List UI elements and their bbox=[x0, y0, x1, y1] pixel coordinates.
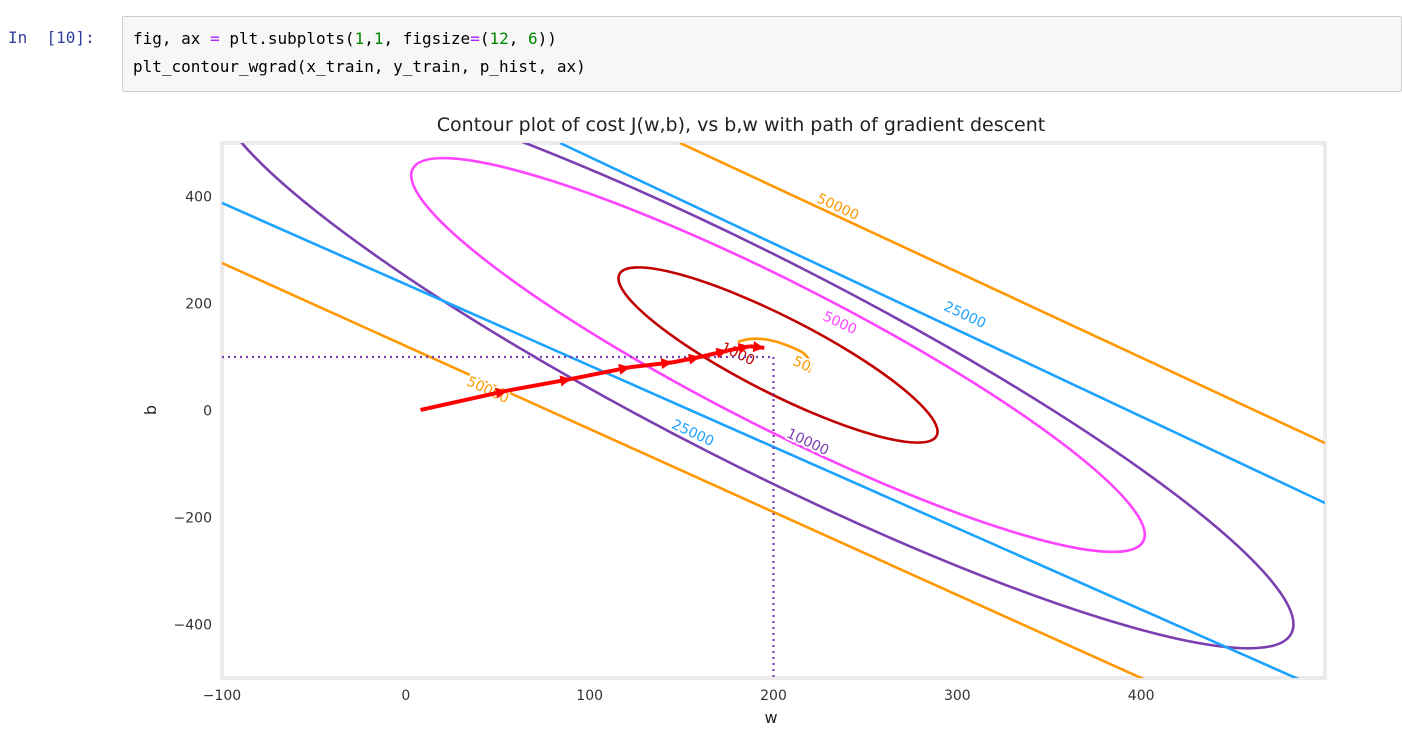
y-tick-label: 400 bbox=[185, 190, 212, 206]
contour-50000 bbox=[679, 143, 1325, 445]
code-operator: = bbox=[470, 29, 480, 48]
plot-area bbox=[220, 141, 1327, 680]
code-token: plt.subplots( bbox=[219, 29, 355, 48]
code-operator: = bbox=[210, 29, 220, 48]
y-tick-label: 0 bbox=[203, 404, 212, 420]
x-tick-label: 0 bbox=[401, 688, 410, 704]
code-token: )) bbox=[537, 29, 557, 48]
gradient-arrowhead bbox=[559, 375, 572, 387]
chart-title: Contour plot of cost J(w,b), vs b,w with… bbox=[437, 114, 1045, 136]
code-input-area[interactable]: fig, ax = plt.subplots(1,1, figsize=(12,… bbox=[122, 16, 1402, 92]
x-tick-label: 200 bbox=[760, 688, 787, 704]
x-tick-label: −100 bbox=[203, 688, 241, 704]
x-tick-labels: −100 0 100 200 300 400 bbox=[203, 688, 1155, 704]
gradient-arrowhead bbox=[737, 342, 750, 354]
x-tick-label: 100 bbox=[576, 688, 603, 704]
gradient-arrowhead bbox=[618, 363, 631, 375]
contour-1000 bbox=[617, 266, 939, 444]
x-tick-label: 300 bbox=[944, 688, 971, 704]
gradient-arrowhead bbox=[752, 341, 765, 353]
gradient-arrowhead bbox=[715, 347, 728, 359]
contour-25000 bbox=[222, 201, 1300, 678]
gradient-arrowhead bbox=[495, 387, 507, 399]
code-token: fig, ax bbox=[133, 29, 211, 48]
gradient-arrowhead bbox=[660, 358, 673, 370]
y-tick-label: −400 bbox=[174, 618, 212, 634]
x-tick-label: 400 bbox=[1128, 688, 1155, 704]
contour-lines bbox=[222, 143, 1325, 678]
code-line-2: plt_contour_wgrad(x_train, y_train, p_hi… bbox=[133, 57, 586, 76]
contour-5000 bbox=[409, 156, 1147, 554]
code-number: 12 bbox=[489, 29, 509, 48]
contour-25000 bbox=[559, 143, 1325, 505]
code-token: , figsize bbox=[383, 29, 471, 48]
contour-50000 bbox=[222, 261, 1145, 678]
cell-prompt: In [10]: bbox=[8, 28, 95, 47]
y-tick-labels: 400 200 0 −200 −400 bbox=[174, 190, 212, 634]
code-token: , bbox=[364, 29, 374, 48]
gradient-arrowhead bbox=[688, 353, 700, 365]
gradient-step bbox=[420, 388, 508, 412]
y-axis-label: b bbox=[141, 405, 160, 415]
contour-50 bbox=[737, 337, 812, 373]
code-number: 6 bbox=[528, 29, 538, 48]
code-number: 1 bbox=[373, 29, 384, 48]
y-tick-label: −200 bbox=[174, 511, 212, 527]
code-number: 1 bbox=[354, 29, 365, 48]
code-line-1: fig, ax = plt.subplots(1,1, figsize=(12,… bbox=[133, 29, 557, 48]
contour-10000 bbox=[222, 143, 1295, 650]
y-tick-label: 200 bbox=[185, 297, 212, 313]
gradient-path bbox=[222, 341, 775, 678]
code-token: ( bbox=[479, 29, 490, 48]
x-axis-label: w bbox=[764, 708, 777, 727]
code-token: , bbox=[508, 29, 528, 48]
